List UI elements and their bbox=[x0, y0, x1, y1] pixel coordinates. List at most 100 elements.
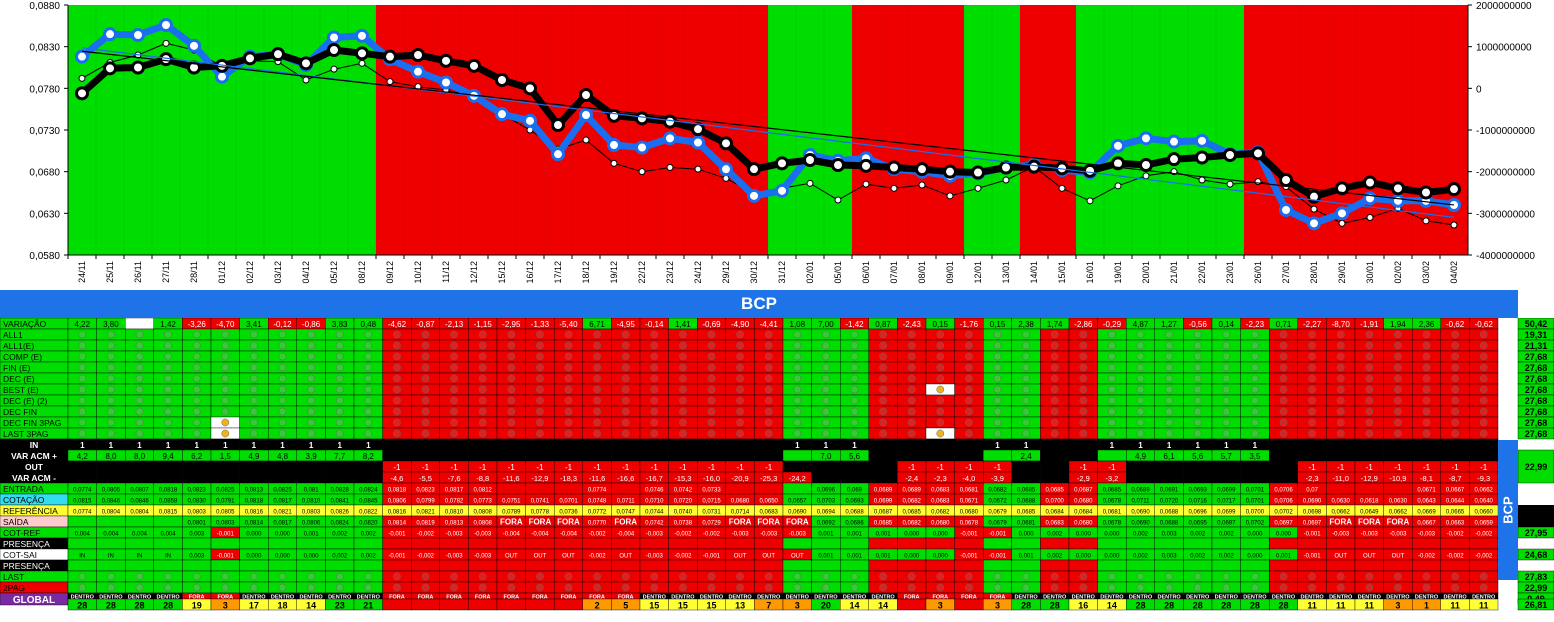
referencia-value: 0,0736 bbox=[559, 510, 578, 516]
cotacao-value: 0,0678 bbox=[1103, 499, 1122, 505]
cot-ref-value: 0,001 bbox=[818, 532, 834, 538]
cot-sai-value: -0,001 bbox=[1304, 554, 1322, 560]
cot-ref-value: 0,003 bbox=[189, 532, 205, 538]
indicator-dot bbox=[1050, 374, 1059, 383]
global-num-cell bbox=[954, 598, 984, 611]
in-value: 1 bbox=[337, 441, 342, 450]
presence-2-cell bbox=[239, 559, 269, 572]
indicator-dot bbox=[107, 407, 115, 416]
variation-value: -4,41 bbox=[760, 320, 779, 329]
indicator-dot bbox=[850, 341, 859, 350]
indicator-dot bbox=[907, 341, 916, 350]
var-acm-minus-value: -3,2 bbox=[1105, 474, 1118, 483]
global-word: FORA bbox=[904, 595, 920, 601]
variation-value: -0,14 bbox=[645, 320, 664, 329]
x-tick-label: 03/12 bbox=[273, 261, 283, 284]
entrada-value: 0,0662 bbox=[1475, 488, 1494, 494]
entrada-value: 0,0685 bbox=[1017, 488, 1036, 494]
last-dot bbox=[78, 572, 87, 581]
right-tick-label: 1000000000 bbox=[1476, 43, 1532, 54]
presence-cell bbox=[1411, 537, 1441, 550]
var-acm-plus-cell bbox=[1326, 449, 1356, 462]
var-acm-minus-cell bbox=[868, 471, 898, 484]
indicator-dot bbox=[1479, 363, 1488, 372]
variation-value: -4,95 bbox=[617, 320, 636, 329]
cot-ref-value: 0,000 bbox=[1019, 532, 1035, 538]
series-point-0 bbox=[1195, 133, 1209, 148]
out-value: -1 bbox=[422, 463, 430, 472]
saida-value: 0,0806 bbox=[302, 521, 321, 527]
chart-band bbox=[124, 5, 153, 255]
cot-sai-value: OUT bbox=[1334, 554, 1347, 560]
indicator-dot bbox=[1279, 341, 1288, 350]
out-value: -1 bbox=[1394, 463, 1402, 472]
indicator-dot bbox=[1308, 352, 1316, 361]
indicator-dot bbox=[850, 385, 859, 394]
indicator-dot bbox=[107, 330, 115, 339]
saida-value: 0,0817 bbox=[273, 521, 292, 527]
two-pag-dot bbox=[250, 583, 258, 592]
row-label: VARIAÇÃO bbox=[3, 319, 47, 329]
indicator-dot bbox=[564, 429, 573, 438]
indicator-dot bbox=[1451, 407, 1459, 416]
cotacao-value: 0,0751 bbox=[502, 499, 521, 505]
cotacao-value: 0,0830 bbox=[188, 499, 207, 505]
indicator-dot bbox=[393, 352, 401, 361]
left-tick-label: 0,0580 bbox=[29, 251, 60, 262]
presence-2-cell bbox=[67, 559, 97, 572]
indicator-dot bbox=[1394, 352, 1402, 361]
row-label: COMP (E) bbox=[3, 352, 42, 362]
cot-ref-value: -0,001 bbox=[989, 532, 1007, 538]
two-pag-dot bbox=[1394, 583, 1402, 592]
referencia-value: 0,0805 bbox=[216, 510, 235, 516]
cot-sai-value: 0,000 bbox=[275, 554, 291, 560]
cot-sai-value: -0,001 bbox=[217, 554, 235, 560]
entrada-value: 0,0812 bbox=[474, 488, 493, 494]
indicator-dot bbox=[1222, 418, 1231, 427]
var-acm-plus-cell bbox=[782, 449, 812, 462]
indicator-dot bbox=[393, 429, 401, 438]
indicator-dot bbox=[1336, 363, 1345, 372]
two-pag-dot bbox=[936, 583, 945, 592]
in-cell bbox=[1040, 438, 1070, 451]
indicator-dot bbox=[1222, 374, 1231, 383]
referencia-value: 0,0696 bbox=[1189, 510, 1208, 516]
panel-title: BCP bbox=[0, 290, 1518, 318]
indicator-dot bbox=[822, 429, 830, 438]
presence-cell bbox=[840, 537, 870, 550]
indicator-dot bbox=[1279, 385, 1288, 394]
two-pag-dot bbox=[593, 583, 601, 592]
x-tick-label: 28/01 bbox=[1309, 261, 1319, 284]
var-acm-minus-value: -5,5 bbox=[419, 474, 432, 483]
global-num: 20 bbox=[821, 601, 831, 611]
global-word: DENTRO bbox=[1415, 595, 1439, 601]
series-point-1 bbox=[1083, 163, 1097, 178]
x-tick-label: 25/11 bbox=[105, 261, 115, 283]
cotacao-value: 0,0782 bbox=[445, 499, 464, 505]
indicator-dot bbox=[1108, 363, 1116, 372]
global-word: FORA bbox=[418, 595, 434, 601]
indicator-dot bbox=[1022, 330, 1030, 339]
var-acm-plus-cell bbox=[925, 449, 955, 462]
cot-sai-value: -0,001 bbox=[388, 554, 406, 560]
last-dot bbox=[221, 572, 230, 581]
referencia-value: 0,0740 bbox=[674, 510, 693, 516]
variation-value: -0,62 bbox=[1446, 320, 1465, 329]
entrada-value: 0,0774 bbox=[73, 488, 92, 494]
out-value: -1 bbox=[594, 463, 602, 472]
global-word: DENTRO bbox=[128, 595, 152, 601]
indicator-dot bbox=[78, 385, 87, 394]
indicator-dot bbox=[1479, 330, 1488, 339]
two-pag-dot bbox=[1279, 583, 1288, 592]
referencia-value: 0,0662 bbox=[1332, 510, 1351, 516]
indicator-dot bbox=[507, 429, 516, 438]
entrada-cell bbox=[725, 482, 755, 495]
in-cell bbox=[582, 438, 612, 451]
indicator-dot bbox=[993, 407, 1002, 416]
saida-cell bbox=[67, 515, 97, 528]
variation-value: 3,80 bbox=[103, 320, 119, 329]
x-tick-label: 04/12 bbox=[301, 261, 311, 284]
indicator-dot bbox=[936, 363, 945, 372]
indicator-dot bbox=[393, 407, 401, 416]
variation-value: -0,62 bbox=[1475, 320, 1494, 329]
